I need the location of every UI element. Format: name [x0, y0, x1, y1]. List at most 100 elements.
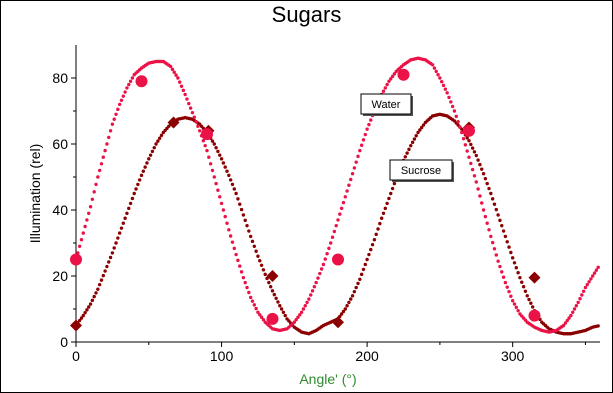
water-line-point — [592, 271, 597, 275]
sucrose-line-point — [489, 191, 493, 196]
sucrose-line-point — [114, 241, 118, 245]
sucrose-line-point — [238, 202, 242, 206]
sucrose-line-point — [268, 285, 273, 289]
water-line-point — [563, 321, 568, 325]
sucrose-line-point — [150, 149, 155, 154]
sucrose-line-point — [419, 125, 424, 130]
water-line-point — [210, 168, 215, 173]
water-line-point — [498, 264, 502, 269]
sucrose-line-point — [232, 187, 236, 191]
water-line-point — [463, 143, 468, 147]
water-annotation-text: Water — [372, 99, 401, 111]
water-line-point — [349, 177, 353, 182]
water-line-point — [239, 270, 244, 274]
water-line-point — [174, 73, 178, 77]
sucrose-line-point — [83, 311, 87, 315]
sucrose-line-point — [410, 140, 415, 145]
sucrose-line-point — [383, 206, 388, 211]
sucrose-line-point — [521, 285, 526, 289]
sucrose-marker — [266, 270, 279, 282]
sucrose-line-point — [116, 236, 120, 240]
sucrose-line-point — [363, 262, 367, 267]
x-tick-label: 0 — [72, 348, 80, 364]
water-line-point — [298, 313, 302, 317]
water-line-point — [447, 95, 451, 100]
water-line-point — [496, 259, 500, 263]
water-line-point — [238, 264, 242, 268]
water-line-point — [596, 265, 600, 270]
water-line-point — [125, 86, 129, 90]
sucrose-line-point — [117, 231, 122, 235]
water-line-point — [565, 318, 569, 323]
sucrose-line-point — [156, 139, 160, 143]
sucrose-line-point — [512, 261, 517, 265]
water-marker — [135, 75, 148, 88]
sucrose-line-point — [478, 162, 482, 167]
sucrose-line-point — [494, 207, 498, 212]
water-line-point — [329, 241, 333, 245]
sucrose-line-point — [365, 257, 369, 262]
sucrose-line-point — [403, 155, 408, 159]
water-line-point — [117, 102, 122, 107]
water-line-point — [512, 302, 517, 306]
y-tick-label: 80 — [52, 70, 68, 86]
water-line-point — [234, 252, 238, 257]
series-water — [70, 56, 600, 334]
water-line-point — [507, 289, 511, 294]
sucrose-line-point — [148, 153, 153, 157]
water-line-point — [123, 90, 127, 94]
water-annotation-box — [360, 93, 412, 115]
water-line-point — [336, 218, 340, 222]
water-line-point — [514, 305, 519, 310]
water-line-point — [236, 258, 240, 263]
sucrose-line-point — [141, 169, 146, 173]
water-line-point — [561, 323, 566, 328]
sucrose-line-point — [139, 173, 144, 178]
sucrose-line-point — [157, 136, 162, 140]
water-line-point — [483, 214, 488, 219]
water-line-point — [509, 294, 513, 298]
sucrose-line-point — [256, 254, 260, 258]
sucrose-line-point — [77, 318, 82, 323]
water-line-point — [389, 77, 393, 81]
water-marker — [463, 124, 475, 137]
water-line-point — [218, 195, 222, 199]
water-line-point — [221, 208, 226, 212]
water-line-point — [192, 115, 196, 119]
sucrose-line-point — [514, 266, 519, 270]
water-line-point — [339, 206, 344, 211]
water-line-point — [256, 310, 260, 314]
sucrose-line-point — [389, 191, 393, 196]
water-line-point — [343, 195, 347, 199]
water-line-point — [449, 100, 453, 104]
water-line-point — [119, 98, 124, 102]
water-line-point — [176, 76, 180, 80]
water-line-point — [316, 276, 320, 280]
sucrose-line-point — [407, 147, 411, 152]
water-line-point — [490, 240, 495, 245]
water-line-point — [307, 297, 311, 301]
y-tick-label: 60 — [52, 136, 68, 152]
sucrose-line-point — [107, 260, 111, 264]
water-line-point — [580, 293, 584, 297]
water-line-point — [205, 148, 209, 153]
sucrose-line-point — [412, 137, 417, 141]
sucrose-line-point — [137, 178, 142, 182]
sucrose-line-point — [469, 142, 473, 147]
sucrose-line-point — [480, 167, 484, 171]
water-line-point — [99, 162, 104, 166]
water-line-point — [183, 92, 187, 97]
water-line-point — [591, 274, 595, 278]
x-tick-label: 300 — [501, 348, 525, 364]
sucrose-line-point — [119, 226, 124, 230]
water-line-point — [369, 118, 373, 122]
sucrose-line-point — [239, 207, 244, 212]
sucrose-line-point — [145, 161, 149, 165]
water-line-point — [198, 129, 202, 133]
sucrose-line-point — [97, 282, 102, 287]
sucrose-line-point — [470, 146, 475, 150]
sucrose-line-point — [87, 305, 91, 309]
annotation-layer: Water Sucrose — [360, 93, 454, 182]
sucrose-line-point — [85, 308, 89, 312]
sucrose-line-point — [221, 161, 226, 165]
